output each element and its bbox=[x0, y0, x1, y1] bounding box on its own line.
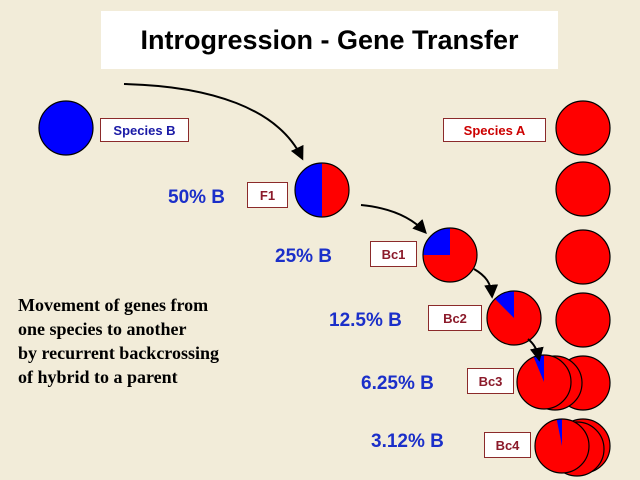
pie-species-b-portion bbox=[556, 419, 562, 446]
arrow-bc2-to-bc3 bbox=[527, 338, 544, 362]
pie-f1 bbox=[294, 162, 350, 218]
page-title: Introgression - Gene Transfer bbox=[140, 24, 519, 55]
title-box: Introgression - Gene Transfer bbox=[101, 11, 558, 69]
pie-species-b-portion bbox=[295, 163, 322, 217]
species-b-circle bbox=[38, 100, 94, 156]
f1-percent: 50% B bbox=[168, 187, 226, 208]
arrow-bc1-to-bc2 bbox=[473, 268, 499, 299]
pie-outline bbox=[294, 162, 350, 218]
pie-outline bbox=[486, 290, 542, 346]
description-line: of hybrid to a parent bbox=[18, 367, 178, 387]
bc1-label: Bc1 bbox=[370, 241, 417, 267]
species-a-circle bbox=[555, 161, 611, 217]
description-text: Movement of genes from one species to an… bbox=[18, 293, 278, 389]
bc3-percent: 6.25% B bbox=[361, 373, 434, 394]
description-line: by recurrent backcrossing bbox=[18, 343, 219, 363]
pie-outline bbox=[534, 418, 590, 474]
pie-bc4 bbox=[534, 418, 590, 474]
species-a-label: Species A bbox=[443, 118, 546, 142]
species-a-circle bbox=[555, 100, 611, 156]
species-a-circle bbox=[555, 292, 611, 348]
bc2-percent: 12.5% B bbox=[329, 310, 402, 331]
description-line: one species to another bbox=[18, 319, 187, 339]
pie-bc2 bbox=[486, 290, 542, 346]
pie-species-b-portion bbox=[423, 228, 450, 255]
bc4-percent: 3.12% B bbox=[371, 431, 444, 452]
species-a-circle bbox=[555, 229, 611, 285]
arrow-f1-to-bc1 bbox=[360, 204, 427, 235]
bc4-label: Bc4 bbox=[484, 432, 531, 458]
pie-bc3 bbox=[516, 354, 572, 410]
arrow-species-b-to-f1 bbox=[123, 83, 304, 161]
hybrid-pies bbox=[294, 162, 590, 474]
pie-outline bbox=[516, 354, 572, 410]
bc3-label: Bc3 bbox=[467, 368, 514, 394]
bc1-percent: 25% B bbox=[275, 246, 333, 267]
pie-species-b-portion bbox=[533, 355, 544, 382]
species-b-label: Species B bbox=[100, 118, 189, 142]
pie-bc1 bbox=[422, 227, 478, 283]
description-line: Movement of genes from bbox=[18, 295, 209, 315]
pie-outline bbox=[422, 227, 478, 283]
bc2-label: Bc2 bbox=[428, 305, 482, 331]
pie-species-b-portion bbox=[494, 291, 514, 318]
f1-label: F1 bbox=[247, 182, 288, 208]
